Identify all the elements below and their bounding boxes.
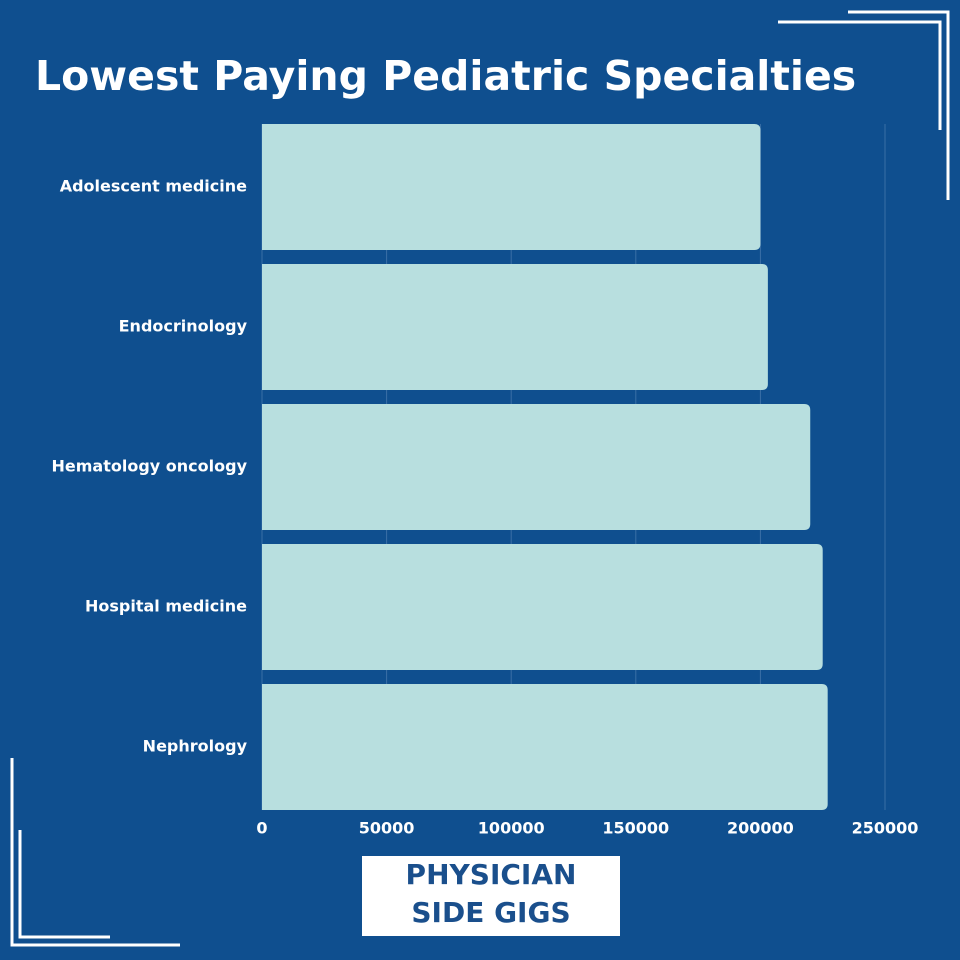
y-tick-label: Hospital medicine: [85, 597, 247, 616]
x-tick-label: 0: [256, 819, 267, 838]
chart-title: Lowest Paying Pediatric Specialties: [35, 52, 856, 100]
corner-decoration: [848, 10, 950, 200]
logo-text: SIDE GIGS: [411, 896, 570, 929]
corner-decoration: [10, 758, 180, 947]
x-tick-label: 50000: [359, 819, 415, 838]
y-tick-label: Endocrinology: [119, 317, 248, 336]
plot-area: 0 50000 100000 150000 200000 250000 Adolescent…: [52, 124, 919, 838]
x-tick-label: 250000: [852, 819, 919, 838]
bar: [262, 264, 768, 390]
bar: [262, 404, 811, 530]
logo-box: [362, 856, 620, 936]
bar: [262, 124, 761, 250]
x-tick-label: 100000: [478, 819, 545, 838]
y-tick-label: Adolescent medicine: [60, 177, 247, 196]
bar: [262, 544, 823, 670]
corner-decoration: [18, 830, 110, 939]
logo-text: PHYSICIAN: [406, 858, 577, 891]
x-tick-label: 150000: [602, 819, 669, 838]
y-tick-label: Hematology oncology: [52, 457, 248, 476]
x-tick-label: 200000: [727, 819, 794, 838]
bar: [262, 684, 828, 810]
y-tick-label: Nephrology: [143, 737, 248, 756]
corner-decoration: [778, 20, 942, 130]
